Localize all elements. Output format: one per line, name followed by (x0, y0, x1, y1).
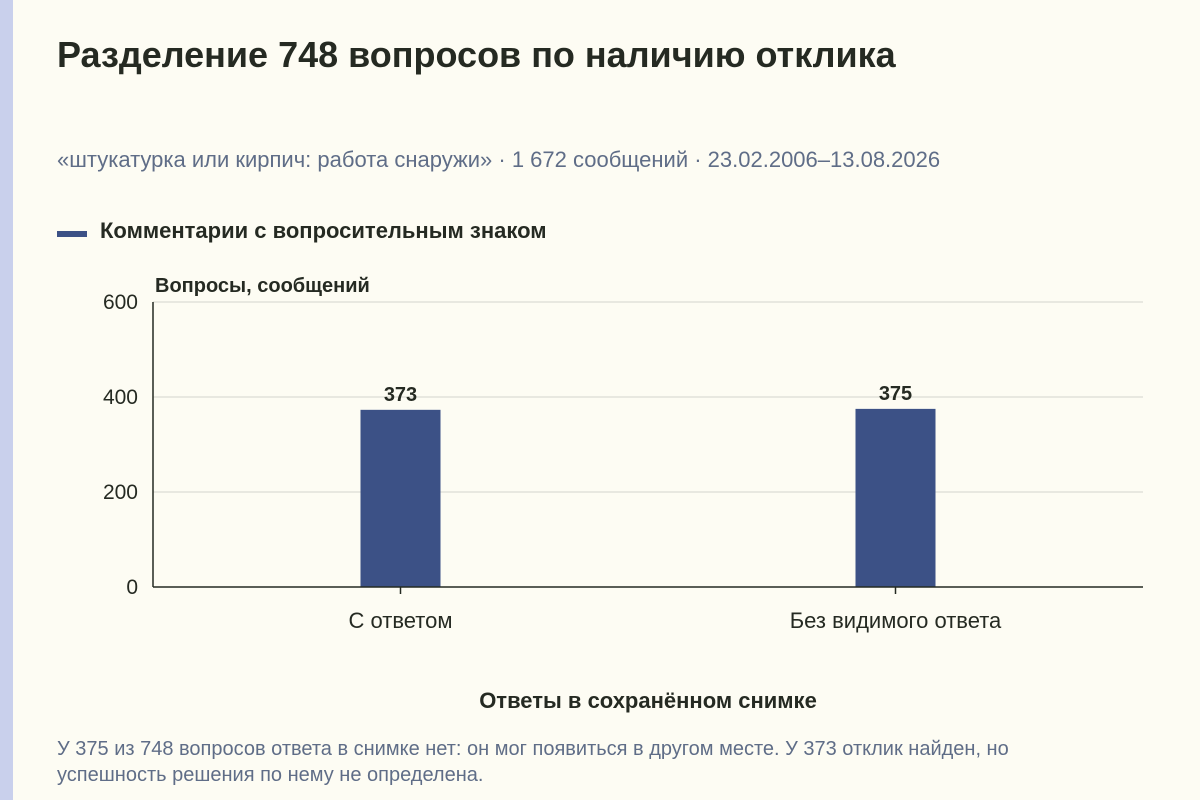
left-accent-stripe (0, 0, 13, 800)
legend: Комментарии с вопросительным знаком (57, 218, 547, 244)
x-category-label: С ответом (349, 608, 453, 633)
bar (855, 408, 936, 587)
y-tick-label: 0 (126, 576, 138, 599)
x-axis-title: Ответы в сохранённом снимке (479, 688, 817, 713)
chart-title: Разделение 748 вопросов по наличию откли… (57, 34, 896, 75)
x-category-label: Без видимого ответа (790, 608, 1002, 633)
legend-label: Комментарии с вопросительным знаком (100, 218, 547, 243)
footnote: У 375 из 748 вопросов ответа в снимке не… (57, 738, 1009, 786)
y-tick-label: 400 (103, 386, 138, 409)
bar (360, 409, 441, 587)
y-axis-title: Вопросы, сообщений (155, 275, 370, 297)
legend-swatch (57, 231, 87, 237)
bar-value-label: 375 (879, 383, 912, 405)
y-tick-label: 600 (103, 291, 138, 314)
chart-subtitle: «штукатурка или кирпич: работа снаружи» … (57, 147, 941, 172)
y-tick-label: 200 (103, 481, 138, 504)
bar-value-label: 373 (384, 384, 417, 406)
